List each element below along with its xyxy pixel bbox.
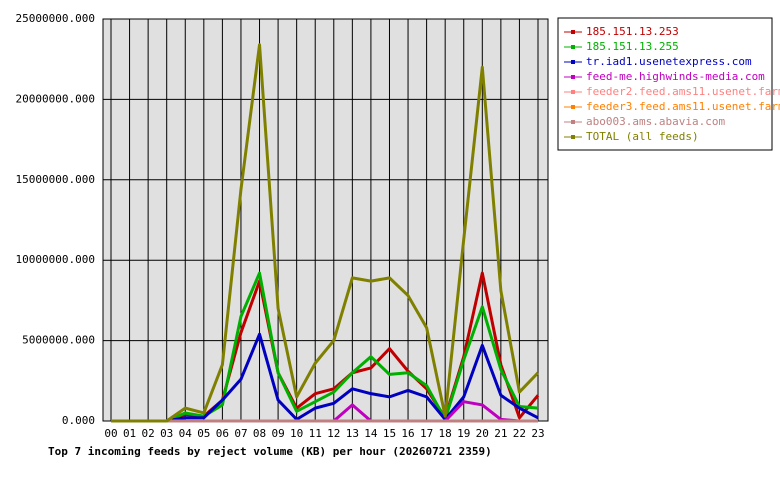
x-tick-label: 00 <box>104 427 117 440</box>
x-tick-label: 09 <box>271 427 284 440</box>
chart-title: Top 7 incoming feeds by reject volume (K… <box>48 445 492 458</box>
x-tick-label: 18 <box>439 427 452 440</box>
x-tick-label: 19 <box>457 427 470 440</box>
x-tick-label: 12 <box>327 427 340 440</box>
x-tick-label: 02 <box>142 427 155 440</box>
x-tick-label: 05 <box>197 427 210 440</box>
legend-label: abo003.ams.abavia.com <box>586 115 725 128</box>
legend-marker <box>571 45 575 49</box>
x-tick-label: 17 <box>420 427 433 440</box>
legend-label: 185.151.13.255 <box>586 40 679 53</box>
series-line <box>111 332 539 423</box>
x-tick-label: 11 <box>309 427 322 440</box>
legend-label: 185.151.13.253 <box>586 25 679 38</box>
y-tick-label: 15000000.000 <box>16 173 95 186</box>
legend-label: tr.iad1.usenetexpress.com <box>586 55 752 68</box>
x-tick-label: 13 <box>346 427 359 440</box>
legend-label: feeder2.feed.ams11.usenet.farm <box>586 85 780 98</box>
x-tick-label: 01 <box>123 427 136 440</box>
x-tick-label: 15 <box>383 427 396 440</box>
y-tick-label: 5000000.000 <box>22 334 95 347</box>
legend-marker <box>571 105 575 109</box>
x-tick-label: 10 <box>290 427 303 440</box>
x-tick-label: 14 <box>364 427 378 440</box>
x-tick-label: 03 <box>160 427 173 440</box>
x-tick-label: 20 <box>476 427 489 440</box>
y-tick-label: 20000000.000 <box>16 92 95 105</box>
legend-label: TOTAL (all feeds) <box>586 130 699 143</box>
legend-marker <box>571 135 575 139</box>
legend-marker <box>571 75 575 79</box>
plot-area <box>103 19 548 421</box>
legend-marker <box>571 60 575 64</box>
legend-marker <box>571 120 575 124</box>
x-tick-label: 04 <box>179 427 193 440</box>
legend-box <box>557 17 773 151</box>
x-tick-label: 16 <box>401 427 414 440</box>
x-tick-label: 08 <box>253 427 266 440</box>
legend-label: feed-me.highwinds-media.com <box>586 70 765 83</box>
series-line <box>111 43 540 423</box>
x-tick-label: 22 <box>513 427 526 440</box>
series-line <box>111 271 539 423</box>
x-tick-label: 06 <box>216 427 229 440</box>
legend-label: feeder3.feed.ams11.usenet.farm <box>586 100 780 113</box>
x-tick-label: 21 <box>494 427 507 440</box>
legend-marker <box>571 30 575 34</box>
legend-marker <box>571 90 575 94</box>
x-tick-label: 23 <box>531 427 544 440</box>
x-tick-label: 07 <box>234 427 247 440</box>
y-tick-label: 25000000.000 <box>16 12 95 25</box>
y-tick-label: 10000000.000 <box>16 253 95 266</box>
y-tick-label: 0.000 <box>62 414 95 427</box>
